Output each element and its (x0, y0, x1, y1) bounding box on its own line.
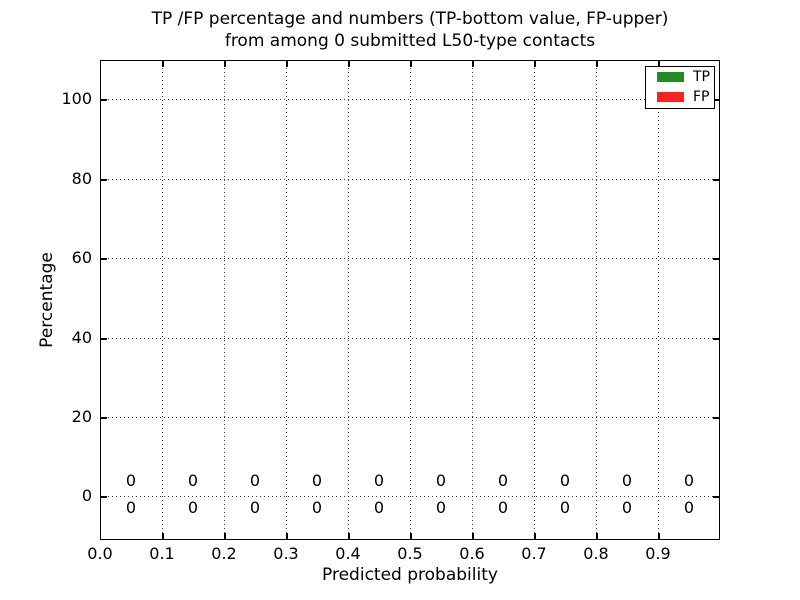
tp-count-label: 0 (497, 498, 509, 517)
x-tick-mark (162, 533, 164, 540)
gridline-v-04 (348, 60, 349, 540)
y-tick-mark (713, 258, 720, 260)
x-tick-mark (348, 60, 350, 67)
fp-count-label: 0 (187, 471, 199, 490)
y-tick-label: 20 (71, 407, 92, 426)
x-tick-label: 0.4 (335, 544, 361, 563)
y-tick-mark (713, 338, 720, 340)
gridline-v-07 (534, 60, 535, 540)
x-tick-label: 0.6 (459, 544, 485, 563)
x-tick-mark (658, 533, 660, 540)
x-tick-mark (658, 60, 660, 67)
y-tick-label: 60 (71, 248, 92, 267)
fp-count-label: 0 (125, 471, 137, 490)
x-tick-label: 0.3 (273, 544, 299, 563)
x-tick-mark (534, 60, 536, 67)
chart-title-line2: from among 0 submitted L50-type contacts (224, 31, 596, 51)
y-tick-label: 100 (61, 89, 92, 108)
fp-count-label: 0 (683, 471, 695, 490)
y-tick-mark (100, 338, 107, 340)
y-tick-mark (713, 99, 720, 101)
legend: TP FP (645, 66, 715, 109)
y-tick-mark (713, 496, 720, 498)
axes-frame (100, 60, 720, 540)
tp-swatch-icon (657, 72, 684, 82)
fp-swatch-icon (657, 92, 684, 102)
fp-count-label: 0 (435, 471, 447, 490)
x-tick-mark (596, 60, 598, 67)
y-tick-label: 80 (71, 169, 92, 188)
y-tick-mark (100, 179, 107, 181)
tp-count-label: 0 (683, 498, 695, 517)
x-tick-mark (162, 60, 164, 67)
legend-entry-tp: TP (646, 67, 714, 87)
x-tick-label: 0.9 (645, 544, 671, 563)
tp-count-label: 0 (311, 498, 323, 517)
x-tick-mark (410, 533, 412, 540)
x-tick-mark (596, 533, 598, 540)
y-tick-mark (100, 258, 107, 260)
x-tick-mark (348, 533, 350, 540)
gridline-v-02 (224, 60, 225, 540)
x-tick-label: 0.0 (87, 544, 113, 563)
tp-count-label: 0 (125, 498, 137, 517)
chart-title-line1: TP /FP percentage and numbers (TP-bottom… (151, 9, 669, 29)
y-tick-label: 40 (71, 328, 92, 347)
gridline-v-09 (658, 60, 659, 540)
x-tick-mark (286, 533, 288, 540)
legend-entry-fp: FP (646, 87, 714, 107)
tp-count-label: 0 (187, 498, 199, 517)
fp-count-label: 0 (311, 471, 323, 490)
chart-title: TP /FP percentage and numbers (TP-bottom… (100, 8, 720, 52)
y-tick-mark (713, 417, 720, 419)
fp-count-label: 0 (559, 471, 571, 490)
x-tick-label: 0.5 (397, 544, 423, 563)
fp-count-label: 0 (497, 471, 509, 490)
x-axis-label: Predicted probability (322, 565, 498, 585)
x-tick-mark (224, 60, 226, 67)
legend-label-fp: FP (693, 89, 710, 105)
gridline-v-03 (286, 60, 287, 540)
tp-count-label: 0 (249, 498, 261, 517)
gridline-v-06 (472, 60, 473, 540)
x-tick-mark (472, 533, 474, 540)
x-tick-label: 0.7 (521, 544, 547, 563)
y-tick-mark (713, 179, 720, 181)
legend-label-tp: TP (693, 69, 710, 85)
fp-count-label: 0 (373, 471, 385, 490)
gridline-v-05 (410, 60, 411, 540)
x-tick-mark (472, 60, 474, 67)
tp-count-label: 0 (621, 498, 633, 517)
tp-count-label: 0 (373, 498, 385, 517)
tp-count-label: 0 (435, 498, 447, 517)
x-tick-mark (224, 533, 226, 540)
y-tick-mark (100, 496, 107, 498)
fp-count-label: 0 (621, 471, 633, 490)
x-tick-mark (410, 60, 412, 67)
x-tick-mark (534, 533, 536, 540)
y-tick-label: 0 (81, 486, 92, 505)
x-tick-label: 0.2 (211, 544, 237, 563)
plot-area: 0 0 0 0 0 0 0 0 0 0 0 0 0 0 0 0 0 0 0 0 … (100, 60, 720, 540)
tp-count-label: 0 (559, 498, 571, 517)
x-tick-label: 0.1 (149, 544, 175, 563)
y-tick-mark (100, 99, 107, 101)
y-tick-mark (100, 417, 107, 419)
gridline-v-01 (162, 60, 163, 540)
fp-count-label: 0 (249, 471, 261, 490)
x-tick-mark (286, 60, 288, 67)
gridline-v-08 (596, 60, 597, 540)
x-tick-label: 0.8 (583, 544, 609, 563)
